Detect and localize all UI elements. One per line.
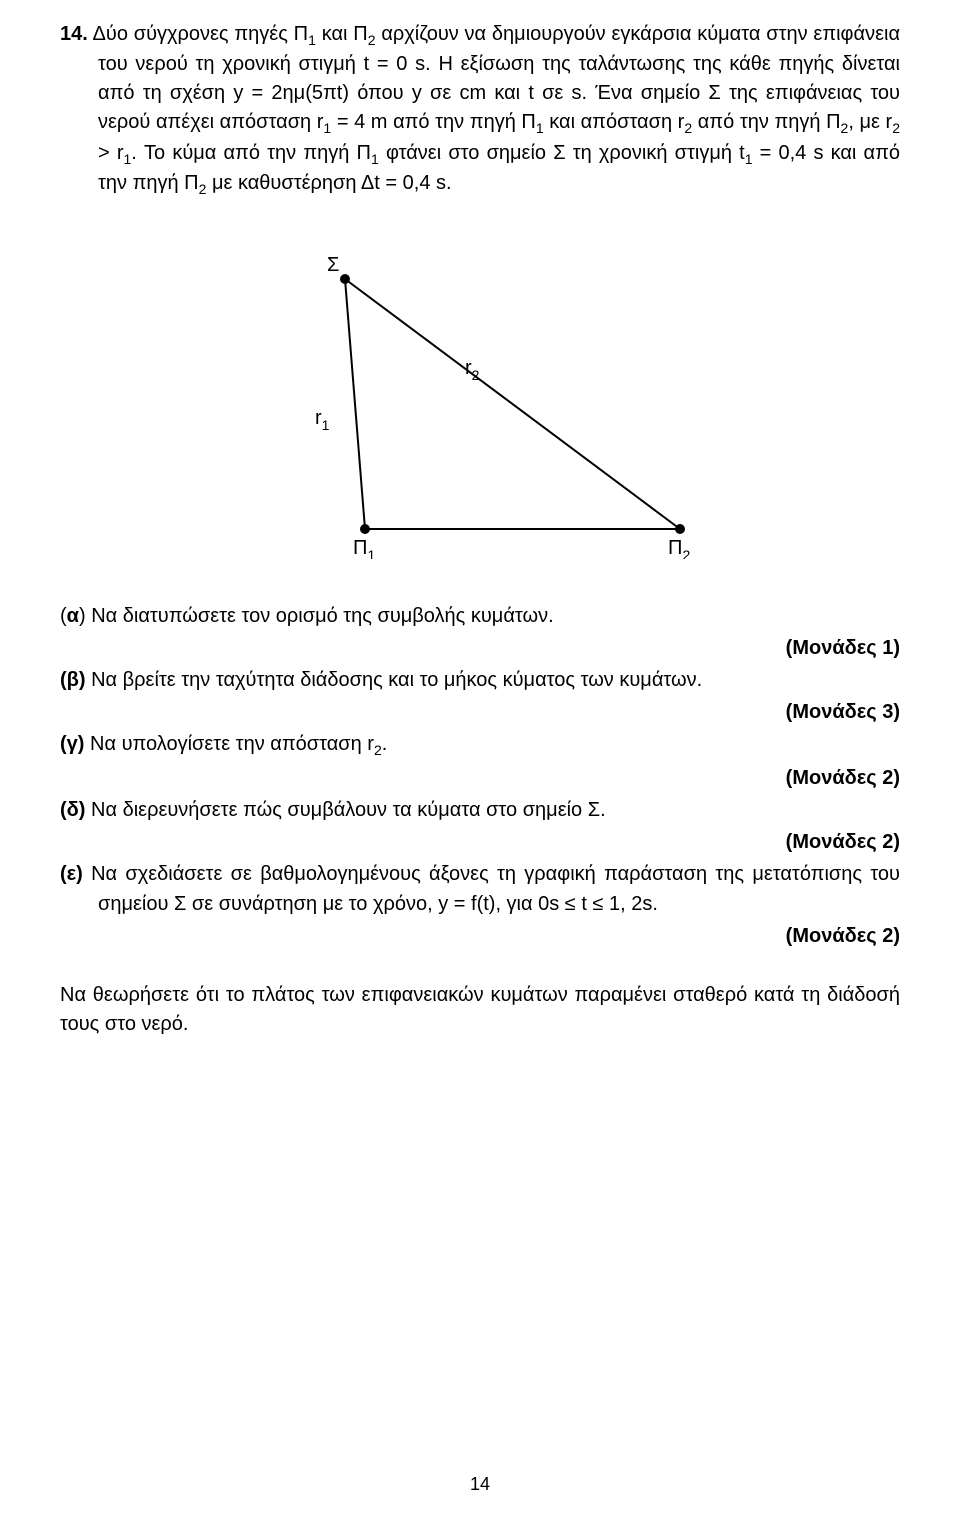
question-d-marks: (Μονάδες 2) — [60, 827, 900, 857]
svg-text:Σ: Σ — [327, 254, 339, 276]
svg-text:Π2: Π2 — [668, 537, 690, 559]
question-d-text: Να διερευνήσετε πώς συμβάλουν τα κύματα … — [91, 799, 606, 821]
problem-intro: 14. Δύο σύγχρονες πηγές Π1 και Π2 αρχίζο… — [60, 20, 900, 199]
question-d-label: (δ) — [60, 799, 85, 821]
question-e-label: (ε) — [60, 863, 83, 885]
problem-number: 14. — [60, 23, 88, 45]
page: 14. Δύο σύγχρονες πηγές Π1 και Π2 αρχίζο… — [0, 0, 960, 1515]
footer-note: Να θεωρήσετε ότι το πλάτος των επιφανεια… — [60, 981, 900, 1039]
svg-text:r1: r1 — [315, 407, 330, 433]
question-e-text: Να σχεδιάσετε σε βαθμολογημένους άξονες … — [91, 863, 900, 915]
intro-paragraph: 14. Δύο σύγχρονες πηγές Π1 και Π2 αρχίζο… — [60, 20, 900, 199]
question-c-marks: (Μονάδες 2) — [60, 763, 900, 793]
questions: (α) Να διατυπώσετε τον ορισμό της συμβολ… — [60, 601, 900, 951]
question-c-text: Να υπολογίσετε την απόσταση r2. — [90, 733, 387, 755]
svg-text:r2: r2 — [465, 357, 480, 383]
question-a-label: α — [67, 605, 79, 627]
question-c-label: (γ) — [60, 733, 84, 755]
diagram-container: Σ Π1 Π2 r1 r2 — [60, 199, 900, 599]
question-a-marks: (Μονάδες 1) — [60, 633, 900, 663]
question-a-text: Να διατυπώσετε τον ορισμό της συμβολής κ… — [91, 605, 554, 627]
triangle-diagram: Σ Π1 Π2 r1 r2 — [240, 249, 720, 559]
page-number: 14 — [0, 1474, 960, 1495]
question-c: (γ) Να υπολογίσετε την απόσταση r2. — [60, 729, 900, 761]
intro-text: Δύο σύγχρονες πηγές Π1 και Π2 αρχίζουν ν… — [93, 23, 901, 194]
question-e: (ε) Να σχεδιάσετε σε βαθμολογημένους άξο… — [60, 859, 900, 919]
question-e-marks: (Μονάδες 2) — [60, 921, 900, 951]
question-d: (δ) Να διερευνήσετε πώς συμβάλουν τα κύμ… — [60, 795, 900, 825]
question-b-marks: (Μονάδες 3) — [60, 697, 900, 727]
question-a: (α) Να διατυπώσετε τον ορισμό της συμβολ… — [60, 601, 900, 631]
question-b-text: Να βρείτε την ταχύτητα διάδοσης και το μ… — [91, 669, 702, 691]
question-b-label: (β) — [60, 669, 86, 691]
svg-text:Π1: Π1 — [353, 537, 375, 559]
question-b: (β) Να βρείτε την ταχύτητα διάδοσης και … — [60, 665, 900, 695]
